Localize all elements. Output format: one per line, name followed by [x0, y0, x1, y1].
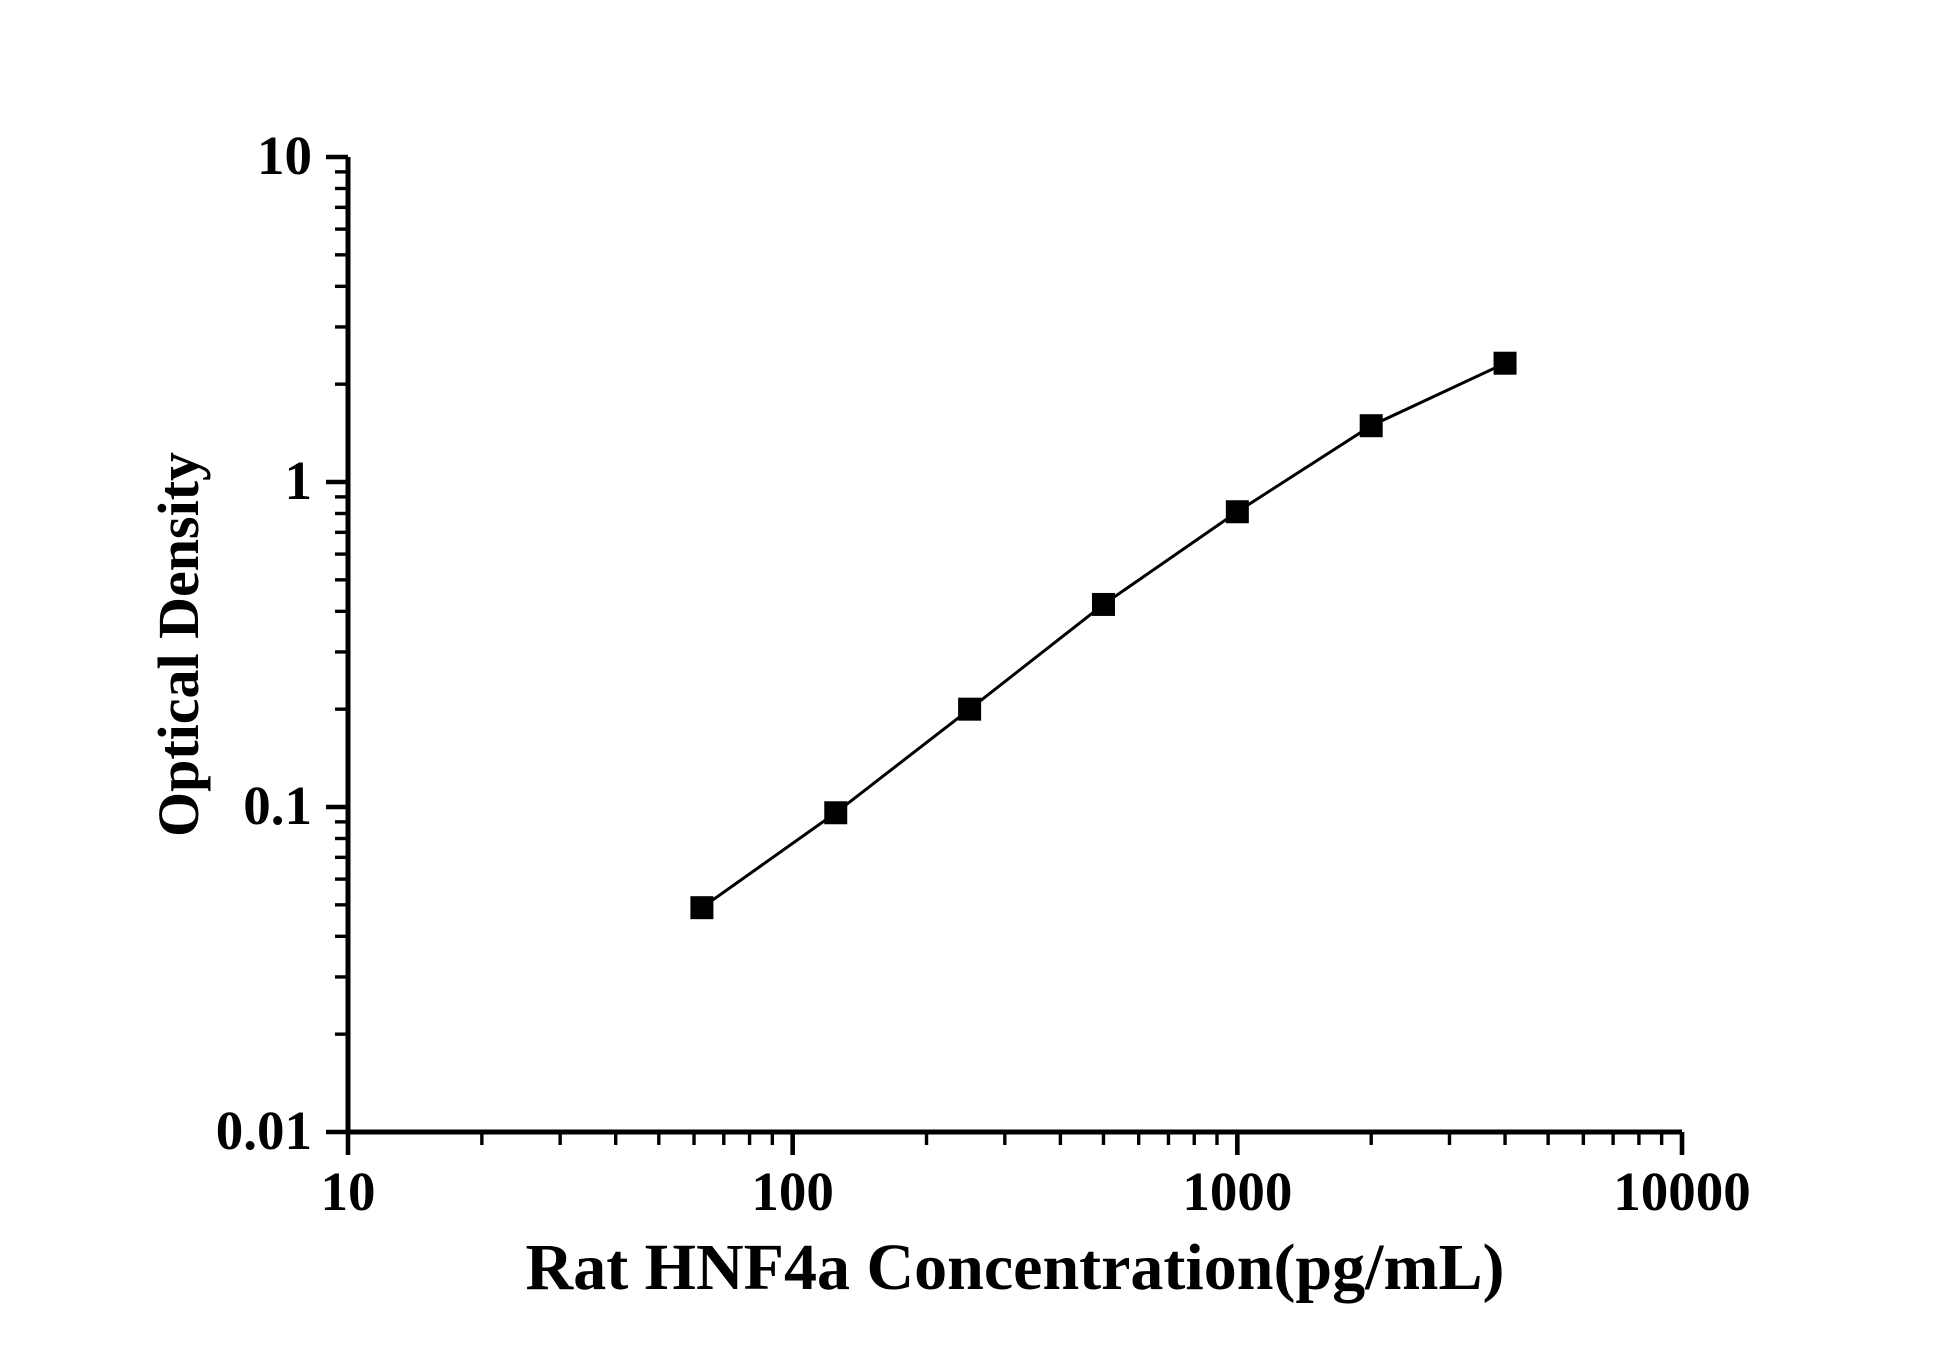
y-axis-title: Optical Density — [146, 452, 211, 837]
data-point-marker — [1091, 592, 1115, 616]
x-axis-tick-label: 100 — [751, 1161, 834, 1222]
data-point-marker — [824, 801, 848, 825]
x-axis-tick-label: 1000 — [1182, 1161, 1292, 1222]
data-point-marker — [690, 896, 714, 920]
y-axis-tick-label: 0.1 — [243, 775, 312, 836]
standard-curve-line — [701, 361, 1506, 909]
data-point-marker — [958, 697, 982, 721]
x-axis-tick-label: 10 — [321, 1161, 376, 1222]
y-axis-tick-label: 1 — [285, 450, 313, 511]
data-point-marker — [1359, 414, 1383, 438]
x-axis-tick-label: 10000 — [1613, 1161, 1751, 1222]
x-axis-title: Rat HNF4a Concentration(pg/mL) — [526, 1231, 1505, 1304]
y-axis-tick-label: 10 — [257, 125, 312, 186]
data-point-marker — [1493, 351, 1517, 375]
y-axis-tick-label: 0.01 — [216, 1100, 312, 1161]
data-point-marker — [1225, 500, 1249, 524]
